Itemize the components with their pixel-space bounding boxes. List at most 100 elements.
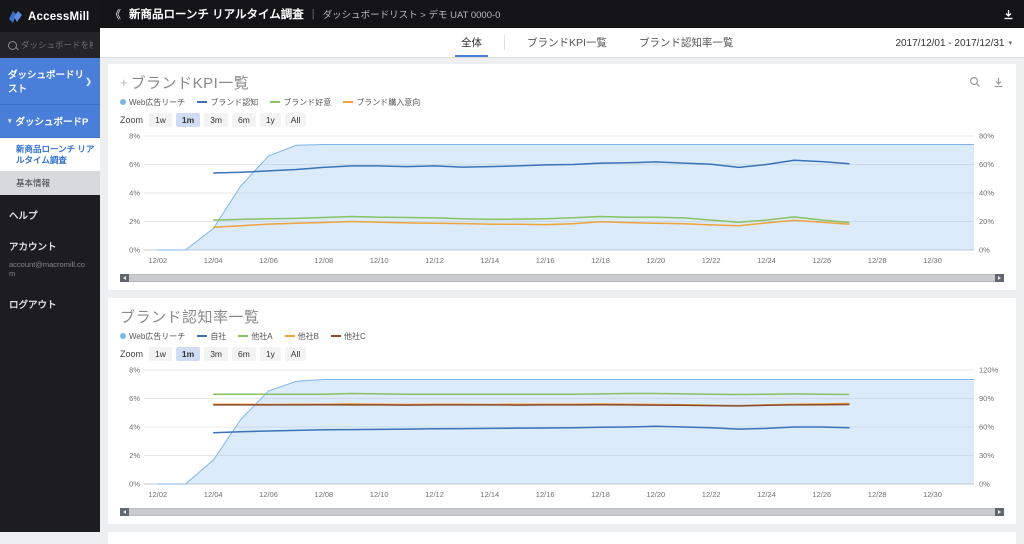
tab-bar: 全体 ブランドKPI一覧 ブランド認知率一覧 2017/12/01 - 2017…: [100, 28, 1024, 58]
zoom-label: Zoom: [120, 349, 144, 359]
zoom-in-icon[interactable]: [969, 76, 981, 88]
zoom-range-1y[interactable]: 1y: [259, 113, 281, 127]
line-series: [213, 403, 850, 407]
sidebar-item-help[interactable]: ヘルプ: [9, 211, 38, 223]
zoom-range-1w[interactable]: 1w: [149, 347, 172, 361]
x-axis-tick: 12/12: [425, 490, 444, 499]
sidebar-item-current-survey[interactable]: 新商品ローンチ リアルタイム調査: [0, 138, 100, 172]
breadcrumb: ダッシュボードリスト > デモ UAT 0000-0: [322, 10, 501, 21]
sidebar-item-label: ダッシュボードP: [15, 117, 89, 128]
move-handle-icon[interactable]: +: [120, 74, 128, 90]
x-axis-tick: 12/22: [702, 490, 721, 499]
zoom-range-3m[interactable]: 3m: [204, 347, 228, 361]
tab-brand-awareness[interactable]: ブランド認知率一覧: [638, 37, 734, 49]
legend-label: 他社B: [297, 331, 319, 341]
legend-item[interactable]: 他社B: [284, 331, 319, 342]
x-axis-tick: 12/14: [480, 490, 499, 499]
right-axis-tick: 120%: [979, 366, 999, 375]
legend-item[interactable]: 他社A: [238, 331, 273, 342]
scrollbar-left-button[interactable]: [120, 274, 129, 282]
scrollbar-left-button[interactable]: [120, 508, 129, 516]
legend-label: Web広告リーチ: [129, 97, 186, 107]
left-axis-tick: 2%: [129, 217, 140, 226]
legend-marker: [270, 101, 281, 103]
right-axis-tick: 30%: [979, 451, 994, 460]
right-axis-tick: 80%: [979, 132, 994, 141]
sidebar-item-dashboard-list[interactable]: ダッシュボードリスト ❯: [0, 58, 100, 105]
accessmill-logo-icon: [9, 11, 22, 23]
chevron-down-icon: ▾: [8, 118, 12, 125]
zoom-range-6m[interactable]: 6m: [232, 347, 256, 361]
scrollbar-track[interactable]: [129, 508, 995, 516]
top-header: 《 新商品ローンチ リアルタイム調査 | ダッシュボードリスト > デモ UAT…: [100, 0, 1024, 28]
app-logo: AccessMill: [0, 0, 100, 32]
tab-brand-kpi[interactable]: ブランドKPI一覧: [527, 37, 607, 49]
left-axis-tick: 2%: [129, 451, 140, 460]
legend-marker: [284, 335, 295, 337]
chart-legend: Web広告リーチ ブランド認知 ブランド好意 ブランド購入意向: [120, 95, 1004, 109]
x-axis-tick: 12/22: [702, 256, 721, 265]
date-range-picker[interactable]: 2017/12/01 - 2017/12/31 ▾: [896, 28, 1013, 58]
x-axis-tick: 12/02: [148, 490, 167, 499]
legend-item[interactable]: 自社: [197, 331, 226, 342]
brand-kpi-chart[interactable]: 0% 0% 2% 20% 4% 40% 6% 60% 8% 80% 12/02 12/04 12/06 1…: [120, 130, 1004, 272]
legend-item[interactable]: 他社C: [331, 331, 366, 342]
area-series: [157, 144, 975, 250]
x-axis-tick: 12/06: [259, 490, 278, 499]
area-series-line: [157, 379, 974, 485]
chart-scrollbar: [120, 274, 1004, 282]
zoom-range-6m[interactable]: 6m: [232, 113, 256, 127]
line-series: [213, 215, 850, 224]
dashboard-content: + ブランドKPI一覧 Web広告リーチ ブランド認知 ブランド好意 ブランド購入: [100, 58, 1024, 544]
left-axis-tick: 6%: [129, 394, 140, 403]
zoom-range-1m[interactable]: 1m: [175, 347, 201, 361]
download-icon[interactable]: [1003, 9, 1014, 20]
sidebar-collapse-icon[interactable]: 《: [110, 9, 121, 21]
date-range-value: 2017/12/01 - 2017/12/31: [895, 37, 1005, 49]
tab-overview[interactable]: 全体: [445, 28, 498, 57]
zoom-range-1m[interactable]: 1m: [175, 113, 201, 127]
dashboard-search[interactable]: [0, 32, 100, 58]
account-email: account@macromill.com: [9, 260, 85, 279]
left-axis-tick: 4%: [129, 189, 140, 198]
zoom-range-1w[interactable]: 1w: [149, 113, 172, 127]
panel-brand-kpi: + ブランドKPI一覧 Web広告リーチ ブランド認知 ブランド好意 ブランド購入: [108, 64, 1016, 290]
sidebar-item-dashboard-group[interactable]: ▾ ダッシュボードP: [0, 105, 100, 138]
legend-label: 自社: [210, 331, 227, 341]
scrollbar-right-button[interactable]: [995, 508, 1004, 516]
x-axis-tick: 12/08: [314, 256, 333, 265]
title-separator: |: [311, 8, 315, 20]
brand-awareness-chart[interactable]: 0% 0% 2% 30% 4% 60% 6% 90% 8% 120% 12/02 12/04 12/06…: [120, 364, 1004, 506]
scrollbar-right-button[interactable]: [995, 274, 1004, 282]
search-input[interactable]: [21, 40, 93, 50]
left-axis-tick: 8%: [129, 132, 140, 141]
sidebar-item-basic-info[interactable]: 基本情報: [0, 171, 100, 196]
left-axis-tick: 0%: [129, 246, 140, 255]
download-chart-icon[interactable]: [993, 77, 1004, 88]
panel-title: ブランド認知率一覧: [120, 308, 260, 326]
sidebar-item-logout[interactable]: ログアウト: [9, 300, 57, 312]
x-axis-tick: 12/20: [646, 490, 665, 499]
account-section-label: アカウント: [9, 242, 57, 254]
legend-item[interactable]: Web広告リーチ: [120, 331, 185, 342]
chevron-right-icon: ❯: [85, 76, 92, 86]
x-axis-tick: 12/30: [923, 490, 942, 499]
legend-item[interactable]: Web広告リーチ: [120, 97, 185, 108]
legend-item[interactable]: ブランド購入意向: [343, 97, 420, 108]
legend-marker: [197, 335, 208, 337]
legend-marker: [120, 333, 126, 339]
zoom-range-3m[interactable]: 3m: [204, 113, 228, 127]
scrollbar-track[interactable]: [129, 274, 995, 282]
right-axis-tick: 20%: [979, 217, 994, 226]
chart-scrollbar: [120, 508, 1004, 516]
x-axis-tick: 12/18: [591, 490, 610, 499]
zoom-range-all[interactable]: All: [284, 113, 307, 127]
zoom-range-all[interactable]: All: [284, 347, 307, 361]
x-axis-tick: 12/04: [204, 490, 223, 499]
next-panel-partial: [108, 532, 1016, 544]
right-axis-tick: 0%: [979, 480, 990, 489]
tab-divider: [504, 35, 505, 50]
legend-item[interactable]: ブランド認知: [197, 97, 258, 108]
legend-item[interactable]: ブランド好意: [270, 97, 331, 108]
zoom-range-1y[interactable]: 1y: [259, 347, 281, 361]
